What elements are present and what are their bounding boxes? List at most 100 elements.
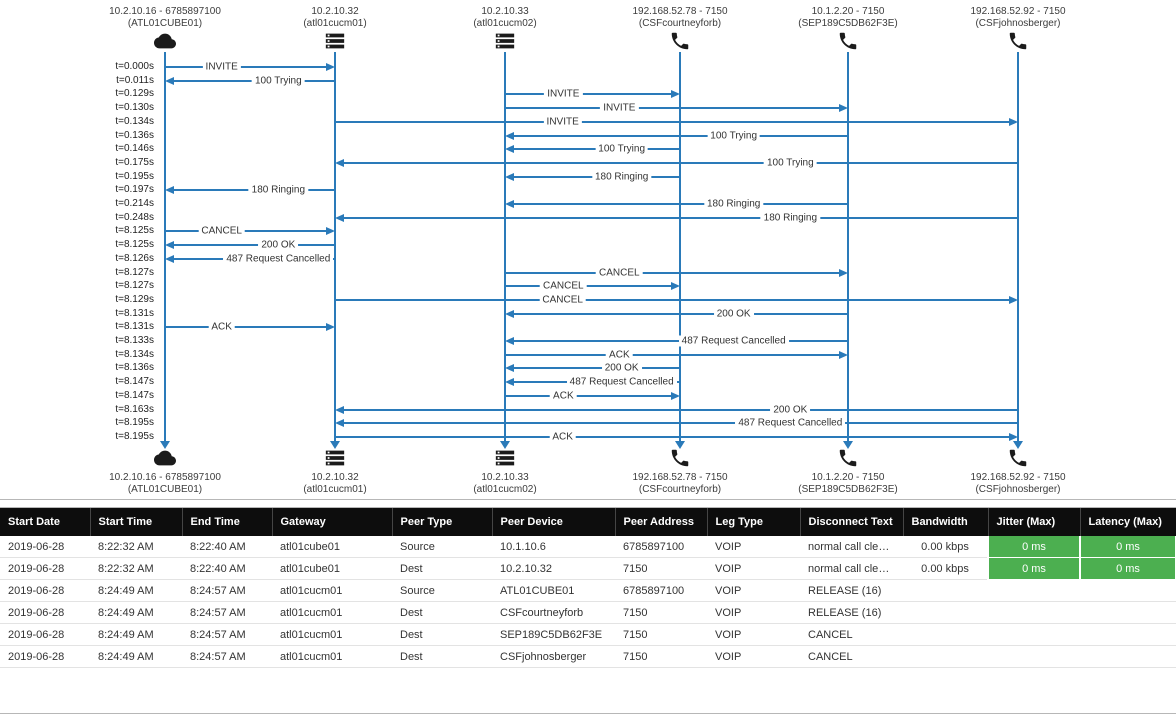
server-icon (493, 447, 517, 469)
cell-gateway: atl01cube01 (272, 536, 392, 558)
endpoint-device: (SEP189C5DB62F3E) (798, 17, 898, 29)
table-row[interactable]: 2019-06-28 8:24:49 AM 8:24:57 AM atl01cucm0… (0, 623, 1176, 646)
endpoint-label-top: 192.168.52.92 - 7150 (CSFjohnosberger) (923, 6, 1113, 29)
endpoint-device: (atl01cucm01) (303, 483, 367, 495)
phone-icon (836, 447, 860, 469)
bottom-divider (0, 713, 1176, 714)
cell-peer_type: Dest (392, 645, 492, 668)
phone-icon (668, 30, 692, 52)
message-time-label: t=8.127s (115, 266, 154, 278)
lifeline-arrowhead-icon (330, 441, 340, 449)
column-header-leg_type[interactable]: Leg Type (707, 508, 801, 536)
cell-end_time: 8:22:40 AM (182, 557, 272, 580)
endpoint-device: (ATL01CUBE01) (127, 483, 203, 495)
arrowhead-icon (335, 405, 344, 414)
column-header-peer_type[interactable]: Peer Type (392, 508, 493, 536)
table-row[interactable]: 2019-06-28 8:22:32 AM 8:22:40 AM atl01cube0… (0, 557, 1176, 580)
cell-leg_type: VOIP (707, 645, 800, 668)
message-label: 100 Trying (251, 75, 305, 87)
cell-start_time: 8:24:49 AM (90, 645, 182, 668)
lifeline (679, 52, 681, 441)
message-arrow (505, 285, 673, 288)
section-divider (0, 499, 1176, 508)
cell-gateway: atl01cucm01 (272, 601, 392, 624)
column-header-start_time[interactable]: Start Time (90, 508, 183, 536)
arrowhead-icon (505, 378, 514, 387)
message-label: INVITE (202, 61, 241, 73)
endpoint-device: (CSFjohnosberger) (975, 17, 1061, 29)
message-time-label: t=8.125s (115, 239, 154, 251)
message-label: 180 Ringing (591, 171, 652, 183)
table-body: 2019-06-28 8:22:32 AM 8:22:40 AM atl01cube0… (0, 536, 1176, 668)
message-arrow (165, 326, 328, 329)
message-time-label: t=0.136s (115, 129, 154, 141)
cell-end_time: 8:24:57 AM (182, 579, 272, 602)
arrowhead-icon (505, 337, 514, 345)
arrowhead-icon (165, 186, 174, 195)
cell-start_date: 2019-06-28 (0, 623, 90, 646)
column-header-disconnect_text[interactable]: Disconnect Text (800, 508, 904, 536)
message-arrow (342, 161, 1018, 164)
endpoint-address: 10.2.10.32 (311, 472, 359, 483)
message-label: 487 Request Cancelled (566, 376, 677, 388)
message-arrow (335, 435, 1011, 438)
message-time-label: t=8.131s (115, 307, 154, 319)
cell-latency (1080, 623, 1176, 646)
column-header-start_date[interactable]: Start Date (0, 508, 91, 536)
message-arrow (335, 120, 1011, 123)
cell-start_time: 8:24:49 AM (90, 623, 182, 646)
message-time-label: t=8.125s (115, 225, 154, 237)
message-time-label: t=0.195s (115, 170, 154, 182)
column-header-end_time[interactable]: End Time (182, 508, 273, 536)
column-header-gateway[interactable]: Gateway (272, 508, 393, 536)
cell-jitter (988, 645, 1080, 668)
arrowhead-icon (165, 254, 174, 263)
table-row[interactable]: 2019-06-28 8:24:49 AM 8:24:57 AM atl01cucm0… (0, 645, 1176, 668)
endpoint-address: 10.2.10.33 (481, 472, 529, 483)
message-label: 100 Trying (707, 130, 761, 141)
table-row[interactable]: 2019-06-28 8:24:49 AM 8:24:57 AM atl01cucm0… (0, 601, 1176, 624)
arrowhead-icon (1009, 432, 1018, 441)
endpoint-label-top: 10.1.2.20 - 7150 (SEP189C5DB62F3E) (753, 6, 943, 29)
cell-peer_type: Dest (392, 601, 492, 624)
message-label: ACK (606, 349, 633, 361)
cell-peer_device: ATL01CUBE01 (492, 579, 615, 602)
cell-peer_address: 7150 (615, 623, 707, 646)
cell-latency (1080, 579, 1176, 602)
column-header-peer_address[interactable]: Peer Address (615, 508, 708, 536)
arrowhead-icon (165, 76, 174, 85)
endpoint-address: 10.2.10.16 - 6785897100 (109, 6, 221, 17)
table-row[interactable]: 2019-06-28 8:22:32 AM 8:22:40 AM atl01cube0… (0, 536, 1176, 558)
endpoint-label-bottom: 192.168.52.92 - 7150 (CSFjohnosberger) (923, 472, 1113, 495)
endpoint-label-top: 192.168.52.78 - 7150 (CSFcourtneyforb) (585, 6, 775, 29)
message-arrow (505, 107, 841, 110)
cell-end_time: 8:24:57 AM (182, 623, 272, 646)
message-arrow (512, 134, 848, 137)
lifeline-arrowhead-icon (1013, 441, 1023, 449)
endpoint-address: 10.2.10.33 (481, 6, 529, 17)
arrowhead-icon (326, 63, 335, 71)
message-time-label: t=8.134s (115, 348, 154, 360)
cell-peer_address: 7150 (615, 557, 707, 580)
cell-peer_address: 7150 (615, 601, 707, 624)
cell-start_date: 2019-06-28 (0, 557, 90, 580)
message-time-label: t=8.195s (115, 417, 154, 429)
cell-jitter: 0 ms (987, 536, 1081, 558)
message-arrow (505, 394, 673, 397)
endpoint-address: 10.1.2.20 - 7150 (811, 472, 885, 483)
endpoint-device: (CSFjohnosberger) (975, 483, 1061, 495)
column-header-bandwidth[interactable]: Bandwidth (903, 508, 989, 536)
table-header-row: Start Date Start Time End Time Gateway Peer … (0, 508, 1176, 536)
message-label: 100 Trying (763, 157, 817, 169)
column-header-jitter[interactable]: Jitter (Max) (988, 508, 1081, 536)
arrowhead-icon (671, 282, 680, 291)
message-time-label: t=0.129s (115, 88, 154, 100)
cell-peer_type: Dest (392, 623, 492, 646)
arrowhead-icon (1009, 117, 1018, 126)
column-header-latency[interactable]: Latency (Max) (1080, 508, 1176, 536)
cell-peer_type: Source (392, 536, 492, 558)
table-row[interactable]: 2019-06-28 8:24:49 AM 8:24:57 AM atl01cucm0… (0, 579, 1176, 602)
endpoint-device: (atl01cucm02) (473, 483, 537, 495)
column-header-peer_device[interactable]: Peer Device (492, 508, 616, 536)
